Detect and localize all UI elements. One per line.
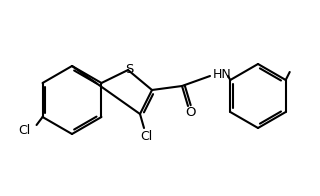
Text: Cl: Cl [140, 130, 152, 142]
Text: HN: HN [213, 67, 232, 81]
Text: Cl: Cl [19, 124, 31, 138]
Text: S: S [125, 63, 133, 75]
Text: O: O [185, 105, 195, 119]
